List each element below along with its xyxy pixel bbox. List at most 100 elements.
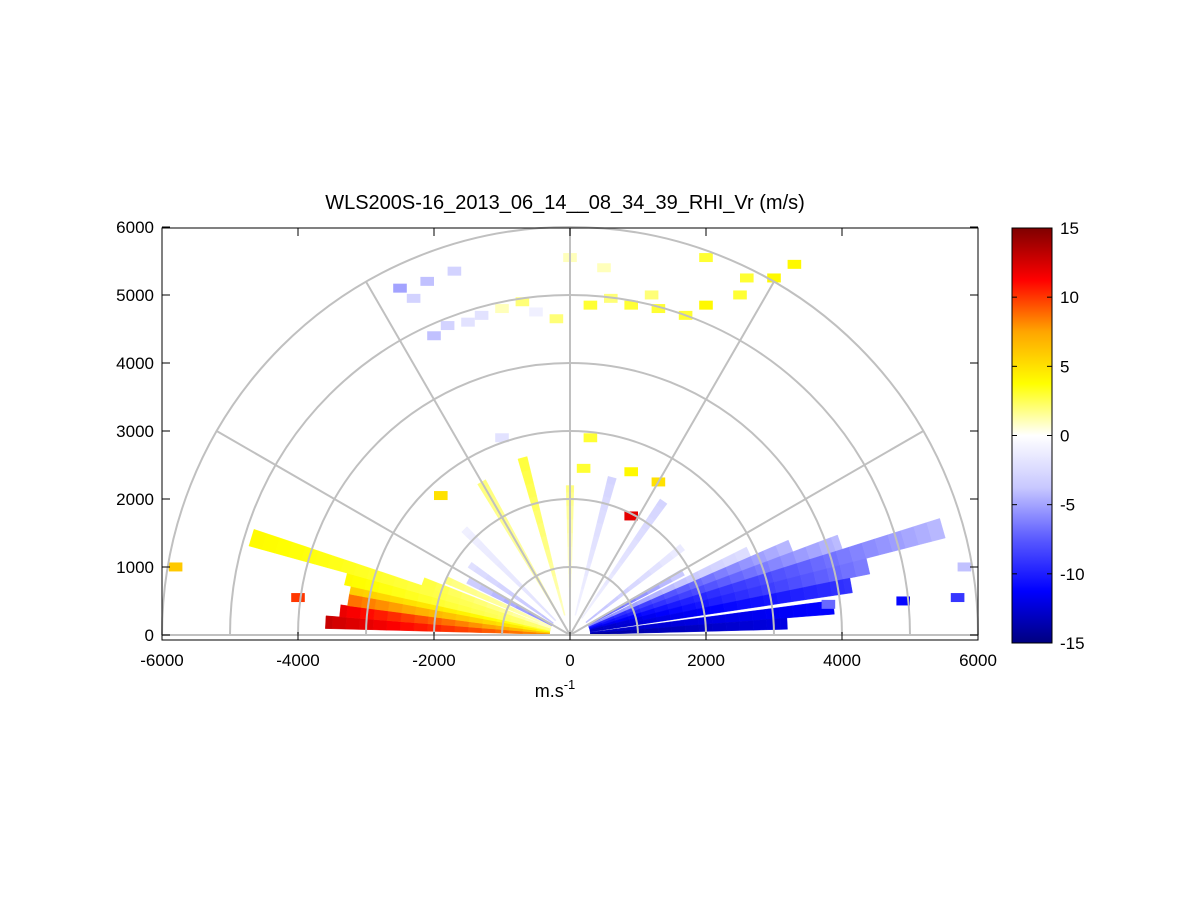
- azimuth-spoke: [216, 430, 571, 636]
- velocity-cell: [495, 304, 509, 314]
- velocity-cell: [466, 577, 482, 590]
- colorbar-gradient: [1011, 227, 1053, 644]
- velocity-cell: [345, 617, 361, 630]
- y-tick-label: 0: [145, 626, 154, 645]
- velocity-cell: [739, 620, 754, 631]
- colorbar: 15 10 5 0 -5 -10 -15: [1011, 219, 1085, 653]
- polar-grid: [161, 226, 979, 636]
- velocity-cell: [583, 300, 598, 310]
- velocity-cell: [778, 605, 794, 619]
- azimuth-spoke: [365, 281, 571, 636]
- velocity-cell: [399, 621, 415, 632]
- velocity-cell: [325, 615, 333, 630]
- x-axis-label-base: m.s: [535, 681, 564, 701]
- velocity-cell: [624, 511, 638, 521]
- velocity-cell: [168, 562, 183, 572]
- velocity-cell: [386, 620, 401, 631]
- velocity-cell: [684, 624, 700, 633]
- velocity-cell: [440, 321, 455, 331]
- velocity-cell: [440, 624, 456, 633]
- velocity-cell: [656, 498, 668, 510]
- velocity-cell: [789, 587, 806, 603]
- velocity-cell: [434, 491, 448, 501]
- velocity-cell: [816, 581, 833, 599]
- velocity-cell: [950, 593, 965, 603]
- colorbar-tick-label: -5: [1060, 496, 1075, 515]
- velocity-cell: [896, 596, 910, 606]
- x-tick-label: 2000: [687, 651, 725, 670]
- velocity-cell: [597, 263, 611, 273]
- velocity-cell: [529, 307, 543, 317]
- velocity-cell: [751, 609, 767, 621]
- velocity-cell: [802, 584, 820, 601]
- x-tick-label: -4000: [276, 651, 319, 670]
- y-tick-label: 5000: [116, 286, 154, 305]
- velocity-cell: [779, 617, 788, 630]
- velocity-cell: [576, 463, 591, 473]
- velocity-cell: [842, 577, 853, 595]
- velocity-cell: [461, 526, 472, 537]
- velocity-cell: [606, 476, 617, 486]
- x-tick-label: -6000: [140, 651, 183, 670]
- azimuth-spoke: [569, 281, 775, 636]
- y-tick-label: 1000: [116, 558, 154, 577]
- x-tick-label: -2000: [412, 651, 455, 670]
- y-tick-label: 3000: [116, 422, 154, 441]
- velocity-cell: [515, 297, 530, 307]
- colorbar-tick-label: -15: [1060, 634, 1085, 653]
- colorbar-ticks: 15 10 5 0 -5 -10 -15: [1012, 219, 1085, 653]
- velocity-cell: [406, 293, 421, 303]
- velocity-cell: [447, 266, 462, 276]
- velocity-cell: [421, 577, 438, 590]
- velocity-cell: [291, 593, 305, 603]
- velocity-cell: [712, 622, 727, 632]
- velocity-cell: [248, 529, 268, 550]
- velocity-cell: [331, 616, 347, 630]
- velocity-cell: [427, 331, 441, 341]
- velocity-cell: [517, 456, 531, 473]
- velocity-cell: [420, 276, 434, 286]
- velocity-cell: [767, 273, 781, 283]
- velocity-cell: [733, 290, 747, 300]
- velocity-cell: [413, 622, 428, 632]
- velocity-cell: [346, 605, 362, 619]
- x-tick-label: 6000: [959, 651, 997, 670]
- velocity-cell: [624, 467, 638, 477]
- velocity-cell: [657, 626, 673, 633]
- colorbar-tick-label: 0: [1060, 427, 1069, 446]
- x-tick-label: 4000: [823, 651, 861, 670]
- velocity-cell: [699, 253, 713, 263]
- velocity-cell: [474, 310, 489, 320]
- velocity-cell: [740, 273, 754, 283]
- velocity-cell: [339, 604, 348, 618]
- chart-title: WLS200S-16_2013_06_14__08_34_39_RHI_Vr (…: [325, 192, 805, 214]
- velocity-cell: [624, 300, 638, 310]
- y-tick-label: 2000: [116, 490, 154, 509]
- velocity-cell: [792, 603, 808, 618]
- velocity-cell: [644, 627, 659, 634]
- velocity-cell: [372, 619, 388, 631]
- velocity-cell: [724, 612, 740, 623]
- colorbar-tick-label: 15: [1060, 219, 1079, 238]
- velocity-cell: [787, 259, 802, 269]
- velocity-cell: [373, 609, 389, 621]
- colorbar-tick-label: -10: [1060, 565, 1085, 584]
- velocity-cell: [821, 599, 836, 609]
- velocity-cell: [669, 569, 685, 582]
- velocity-cell: [699, 300, 713, 310]
- velocity-cell: [644, 290, 659, 300]
- axis-ticks: -6000 -4000 -2000 0 2000 4000 6000 0 1000 2000 300…: [116, 218, 997, 670]
- velocity-cell: [852, 558, 871, 577]
- velocity-cell: [393, 283, 407, 293]
- velocity-cell: [738, 610, 754, 622]
- y-tick-label: 6000: [116, 218, 154, 237]
- velocity-cell: [651, 304, 666, 314]
- velocity-cell: [711, 614, 727, 625]
- colorbar-tick-label: 10: [1060, 288, 1079, 307]
- x-tick-label: 0: [565, 651, 574, 670]
- velocity-cell: [926, 518, 946, 542]
- azimuth-spoke: [569, 430, 924, 636]
- velocity-cell: [725, 621, 741, 632]
- x-axis-label: m.s-1: [535, 677, 576, 701]
